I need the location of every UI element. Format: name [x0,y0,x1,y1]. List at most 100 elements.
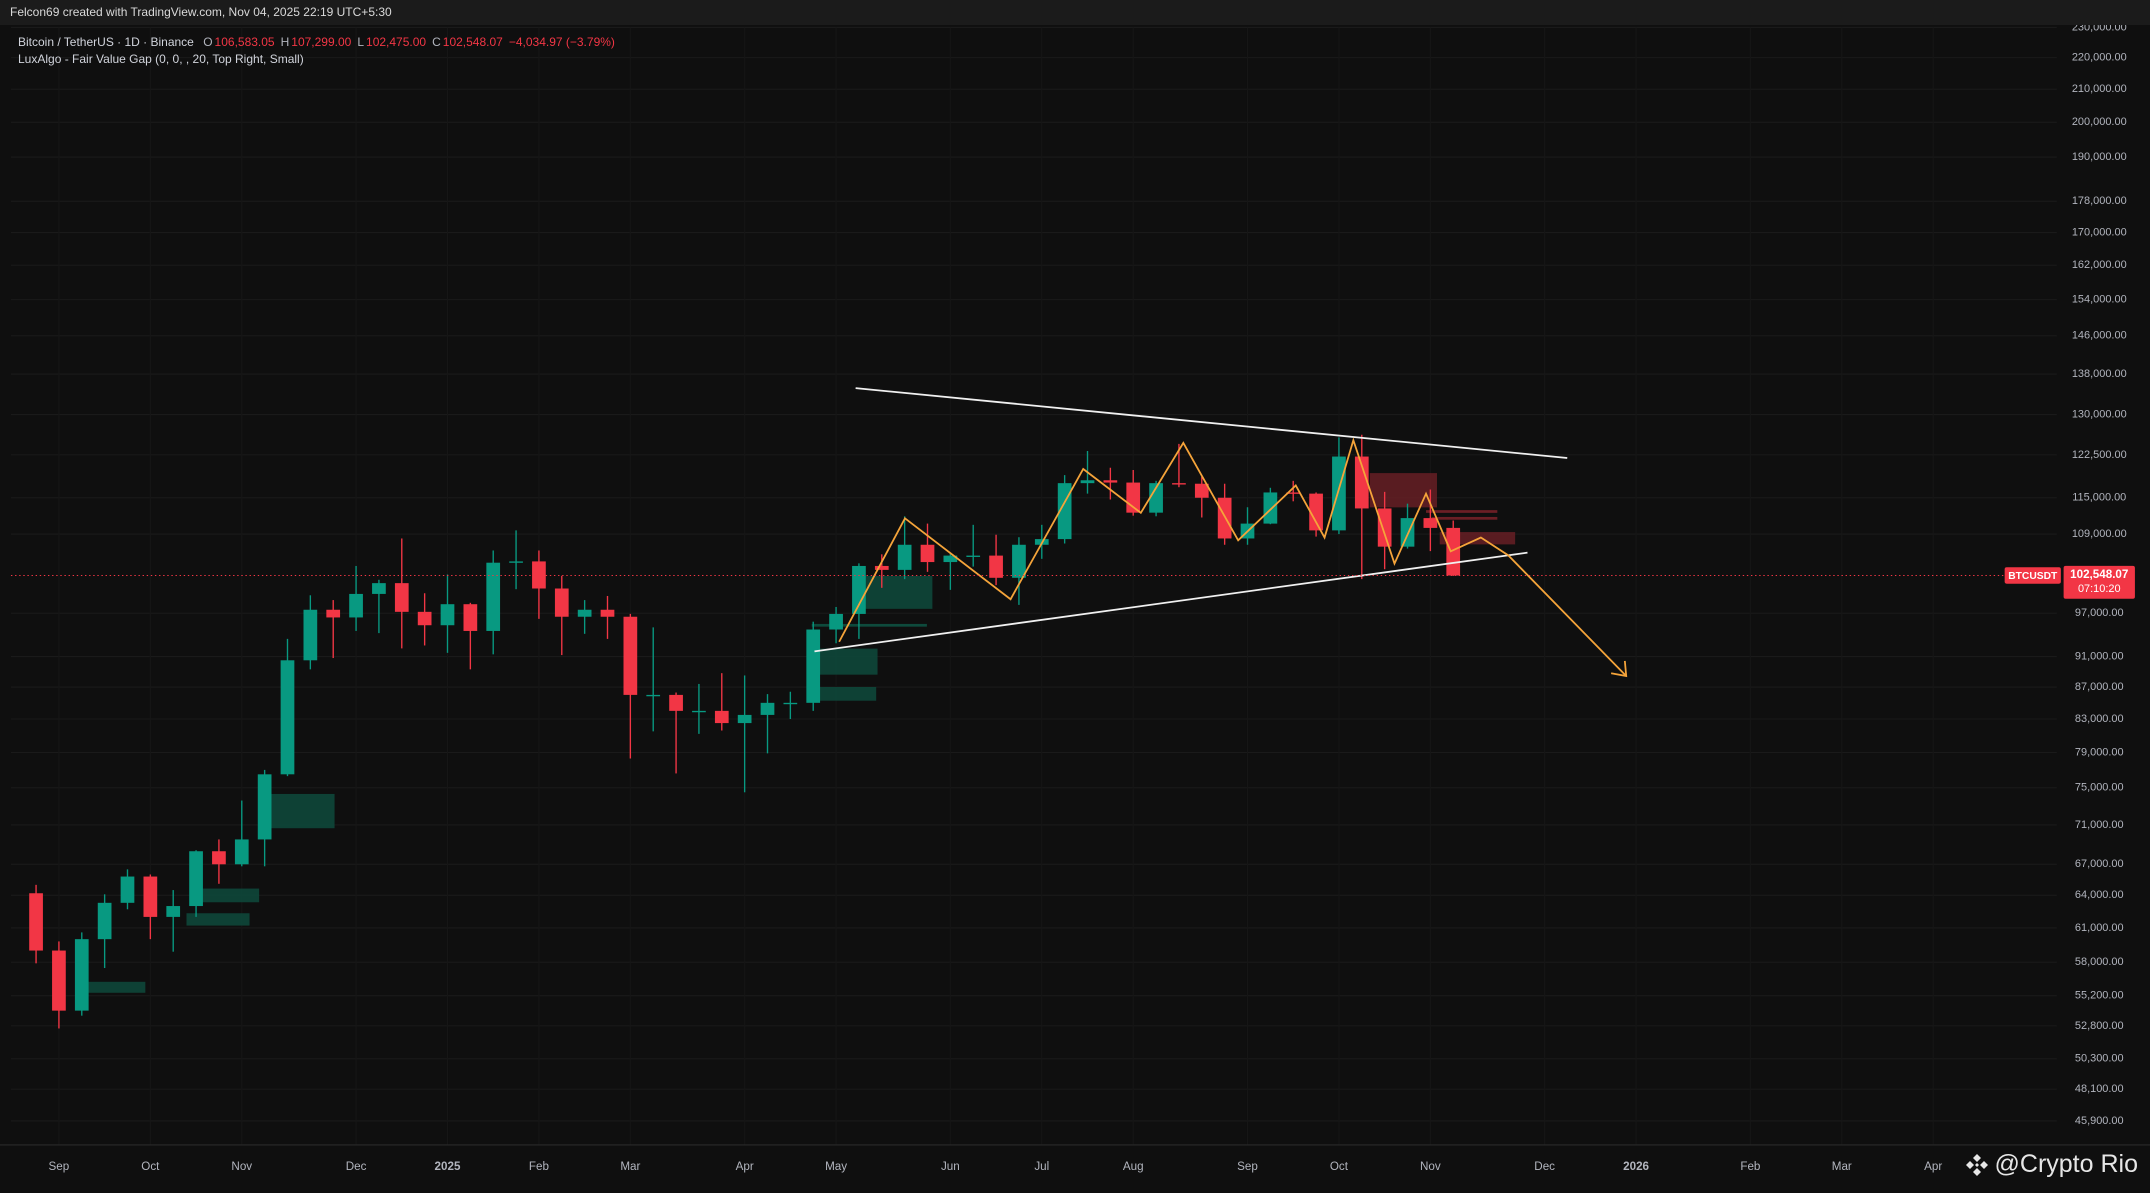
candle-body [623,616,638,695]
candle-body [486,562,501,631]
indicator-row: LuxAlgo - Fair Value Gap (0, 0, , 20, To… [18,51,621,68]
y-tick-label: 83,000.00 [2075,713,2124,725]
symbol-tag-bg [2004,567,2061,584]
legend: Bitcoin / TetherUS · 1D · Binance O 106,5… [18,34,621,68]
change: −4,034.97 (−3.79%) [508,35,615,49]
y-tick-label: 79,000.00 [2075,746,2124,758]
candle-body [303,609,318,661]
y-tick-label: 115,000.00 [2072,492,2126,504]
candle-body [372,583,386,594]
candle-body [920,544,935,563]
y-tick-label: 55,200.00 [2075,990,2124,1002]
y-tick-label: 52,800.00 [2075,1020,2124,1032]
x-tick-label: Feb [529,1160,549,1173]
fvg-bullish [817,648,878,675]
x-tick-label: 2025 [435,1160,461,1173]
candle-body [554,588,569,617]
x-tick-label: Mar [1832,1160,1852,1173]
y-tick-label: 87,000.00 [2075,681,2124,693]
x-tick-label: Jun [941,1160,960,1173]
fvg-bullish [190,888,260,903]
watermark: @Crypto Rio [1965,1150,2138,1179]
zigzag-projection [838,437,1627,677]
candle-body [280,660,295,775]
candle-body [1354,456,1369,509]
candle-body [509,561,523,563]
candle-body [1286,492,1301,494]
x-tick-label: Nov [1420,1160,1441,1173]
candle-body [714,710,729,724]
candle-body [29,893,43,951]
candle-body [257,774,272,840]
candle-body [600,609,615,617]
candle-body [989,555,1003,578]
x-tick-label: Sep [49,1160,70,1173]
candle-body [417,611,432,626]
grid [10,26,2057,1145]
x-tick-label: Dec [1534,1160,1555,1173]
trendline-upper [855,387,1568,459]
candle-body [463,604,478,631]
candle-body [440,604,455,626]
y-tick-label: 67,000.00 [2075,858,2124,870]
y-tick-label: 97,000.00 [2075,607,2124,619]
candle-body [1103,480,1118,483]
ohlc-key: O [203,35,213,49]
candle-body [1332,456,1346,531]
symbol-row: Bitcoin / TetherUS · 1D · Binance O 106,5… [18,34,621,51]
candle-body [326,609,341,618]
y-tick-label: 50,300.00 [2075,1053,2124,1065]
ohlc-value: 102,548.07 [442,35,503,49]
x-tick-label: May [825,1160,847,1173]
y-tick-label: 109,000.00 [2072,528,2127,540]
y-tick-label: 48,100.00 [2075,1083,2124,1095]
x-tick-label: Mar [620,1160,640,1173]
candles [29,434,1461,1029]
candle-body [783,702,798,705]
x-tick-label: Sep [1237,1160,1258,1173]
y-tick-label: 64,000.00 [2075,889,2124,901]
ohlc-value: 106,583.05 [214,35,275,49]
x-tick-label: Nov [231,1160,252,1173]
candle-body [1309,493,1323,531]
ohlc-key: C [432,35,441,49]
y-tick-label: 71,000.00 [2075,819,2124,831]
candle-body [349,593,363,618]
candle-body [577,609,592,617]
y-tick-label: 75,000.00 [2075,782,2124,794]
candle-body [669,694,683,711]
y-tick-label: 154,000.00 [2072,294,2127,306]
candle-body [1080,480,1095,484]
y-tick-label: 162,000.00 [2072,259,2127,271]
axes: 230,000.00220,000.00210,000.00200,000.00… [10,21,2135,1173]
countdown: 07:10:20 [2078,583,2121,595]
top-bar: Felcon69 created with TradingView.com, N… [0,0,2150,25]
candle-body [189,851,203,907]
y-tick-label: 178,000.00 [2072,195,2127,207]
candle-body [1377,508,1392,547]
fvg-bullish [808,686,877,701]
x-tick-label: Feb [1740,1160,1760,1173]
y-tick-label: 220,000.00 [2072,52,2127,64]
candle-body [829,613,843,630]
candle-body [874,565,889,570]
y-tick-label: 210,000.00 [2072,83,2127,95]
y-tick-label: 58,000.00 [2075,956,2124,968]
candle-body [532,561,546,589]
candle-body [394,583,409,612]
candle-body [760,702,775,715]
candle-body [897,544,912,570]
x-tick-label: Oct [1330,1160,1349,1173]
candle-body [120,876,135,903]
ohlc-key: L [357,35,365,49]
fvg-bearish [1431,516,1498,520]
candle-body [1263,492,1278,524]
fvg-bullish [267,793,335,829]
candle-body [212,851,226,865]
y-tick-label: 122,500.00 [2072,449,2127,461]
symbol-tag: BTCUSDT [2008,571,2058,582]
watermark-text: @Crypto Rio [1994,1150,2138,1178]
